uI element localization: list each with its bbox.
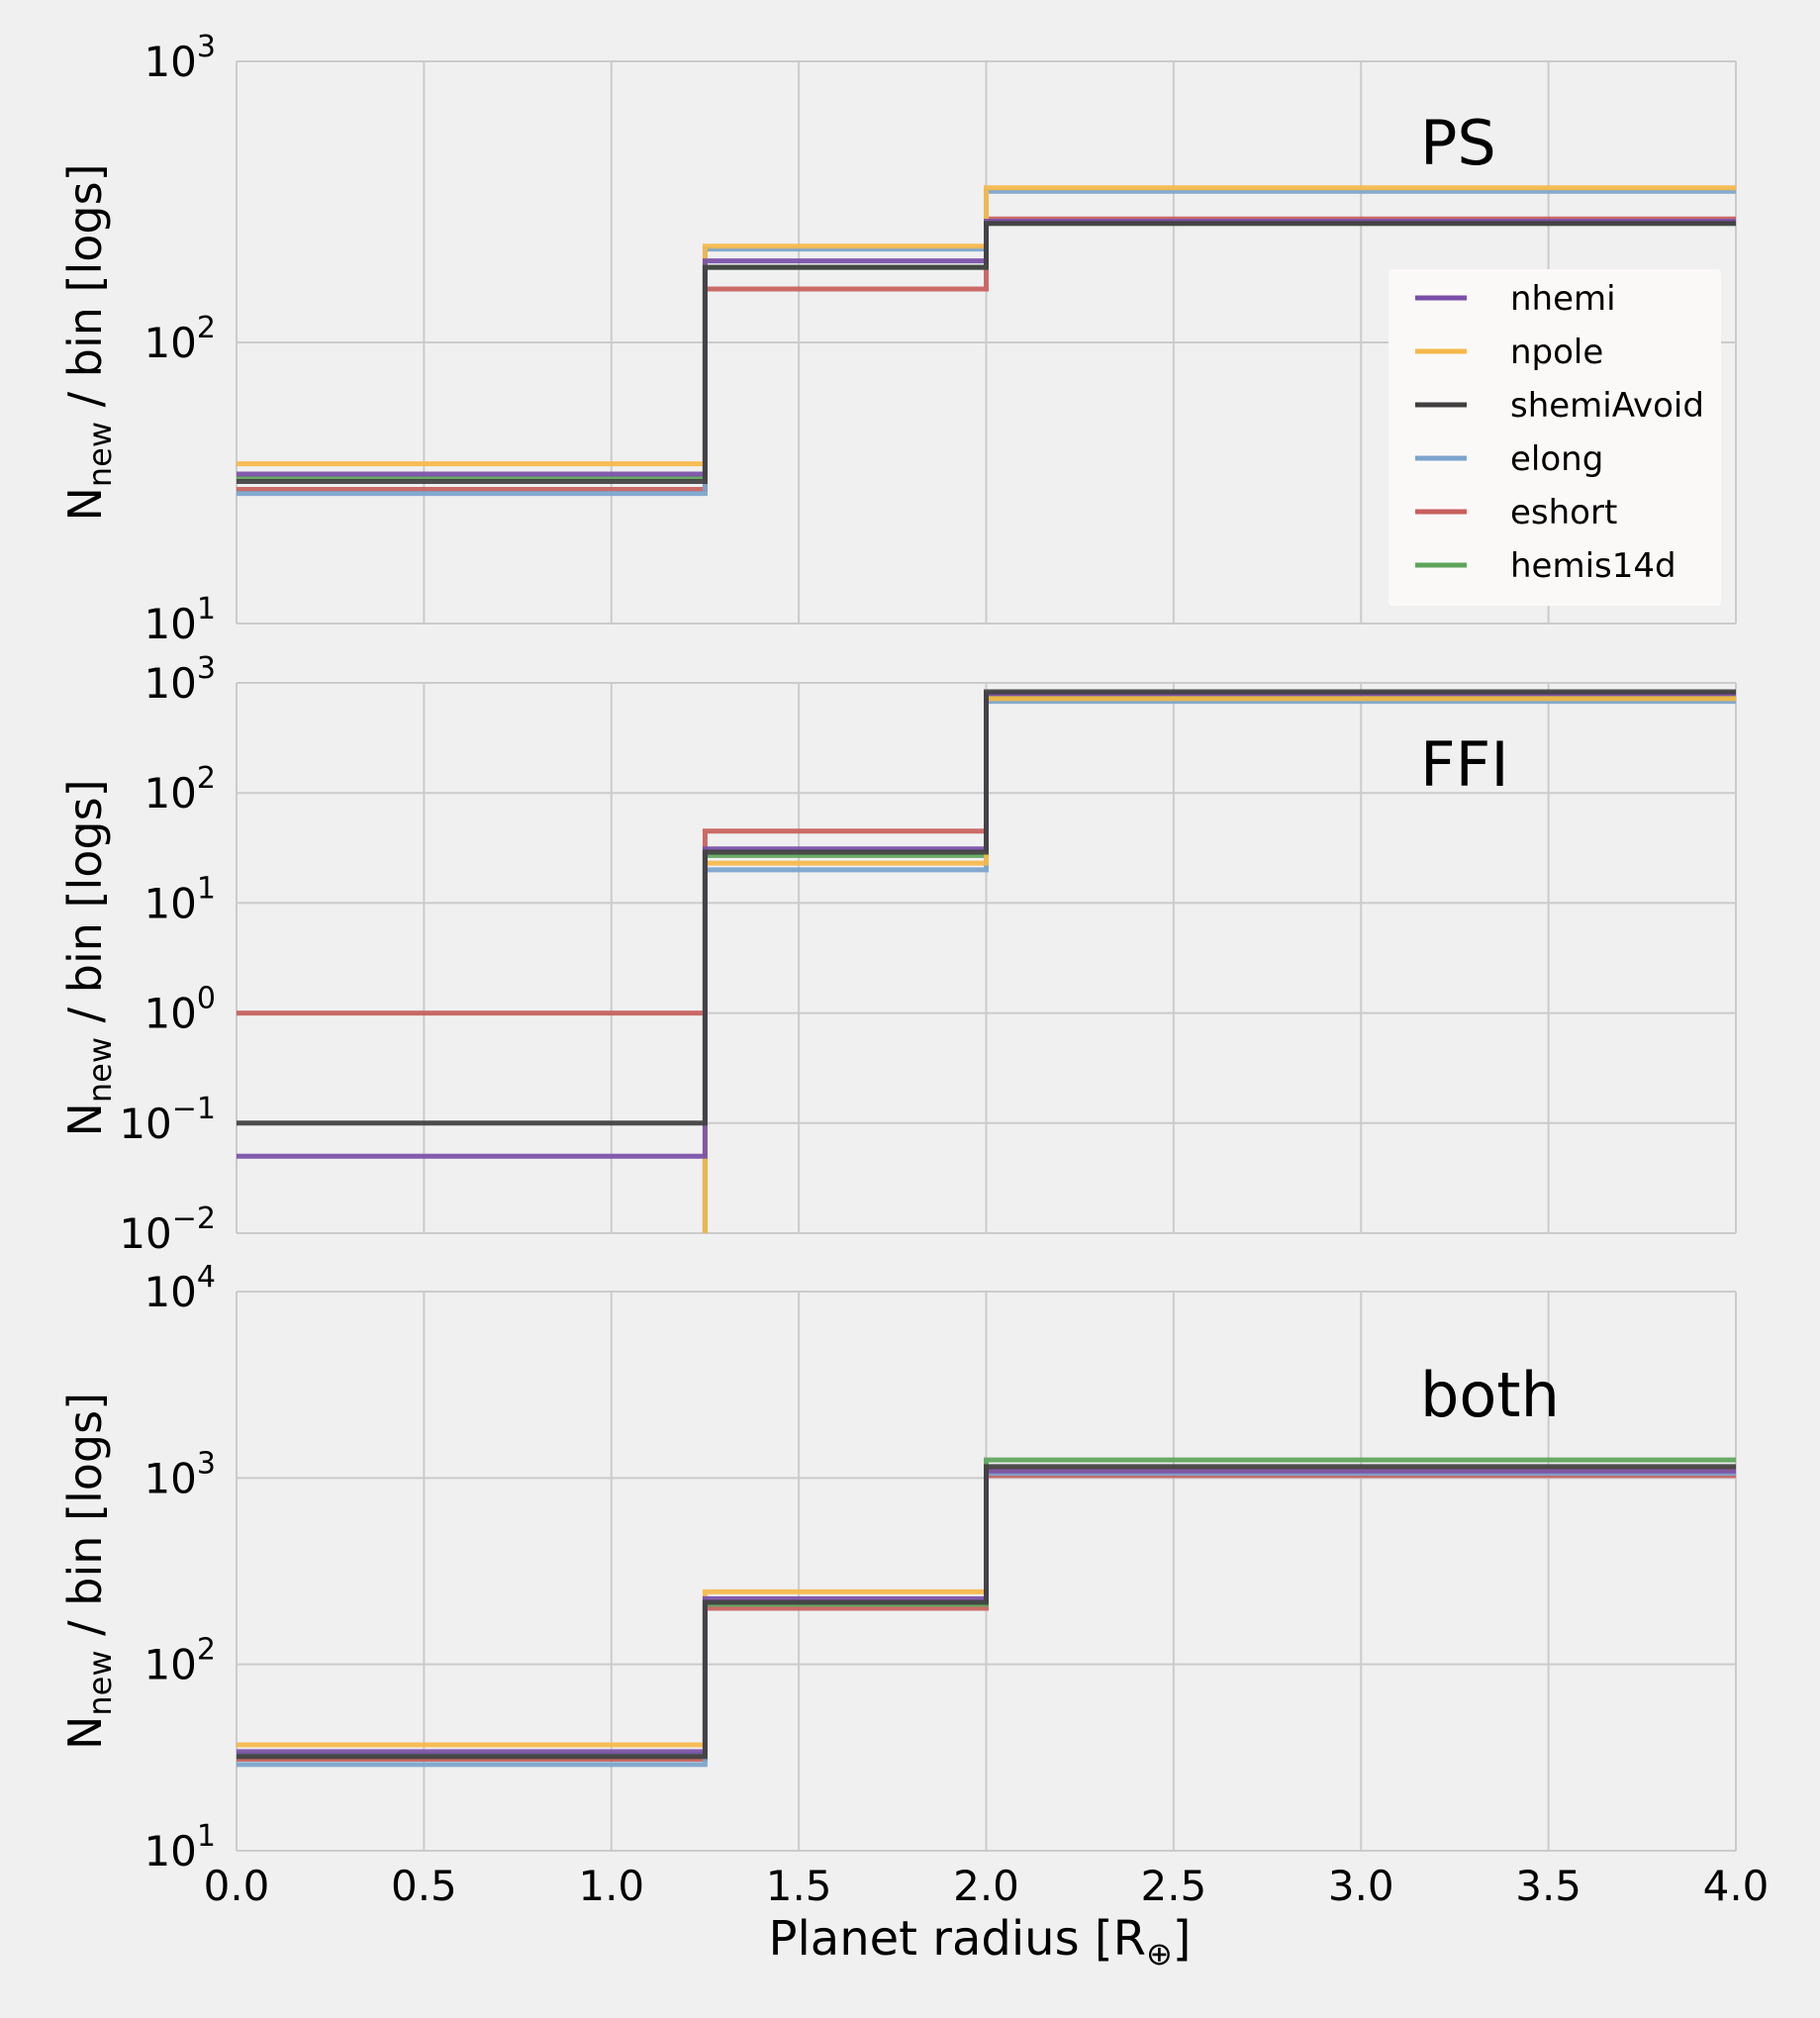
y-tick-label: 101 — [144, 1819, 216, 1875]
y-tick-base: 10 — [144, 38, 196, 86]
panel-title: FFI — [1420, 728, 1509, 801]
y-axis-label-main: N — [58, 487, 112, 521]
y-axis-label-main: N — [58, 1103, 112, 1136]
y-axis-label: Nnew / bin [logs] — [58, 163, 119, 521]
series-line-npole — [237, 185, 1736, 467]
y-tick-exponent: 3 — [197, 651, 216, 686]
y-tick-label: 10−2 — [119, 1201, 216, 1258]
y-tick-base: 10 — [144, 659, 196, 708]
y-axis-label: Nnew / bin [logs] — [58, 1393, 119, 1750]
y-tick-base: 10 — [144, 1454, 196, 1502]
y-tick-exponent: 1 — [197, 1819, 216, 1854]
y-tick-base: 10 — [119, 1100, 171, 1148]
y-tick-exponent: 2 — [197, 1633, 216, 1668]
x-tick-label: 0.5 — [391, 1862, 457, 1910]
legend-frame — [1389, 269, 1721, 606]
y-tick-exponent: 2 — [197, 761, 216, 796]
y-tick-base: 10 — [144, 769, 196, 817]
y-tick-base: 10 — [119, 1209, 171, 1258]
y-tick-label: 103 — [144, 30, 216, 86]
x-tick-label: 1.5 — [766, 1862, 832, 1910]
legend: nhemi npole shemiAvoid elong eshort hemis14d — [1389, 269, 1721, 606]
y-axis-label-rest: / bin [logs] — [58, 1393, 112, 1650]
legend-label-hemis14d: hemis14d — [1510, 546, 1676, 586]
y-tick-exponent: −1 — [172, 1092, 216, 1126]
y-tick-exponent: 2 — [197, 311, 216, 345]
y-tick-label: 101 — [144, 871, 216, 927]
y-tick-label: 101 — [144, 592, 216, 648]
y-tick-base: 10 — [144, 600, 196, 648]
legend-label-npole: npole — [1510, 333, 1603, 372]
x-tick-label: 3.0 — [1328, 1862, 1394, 1910]
legend-label-shemiAvoid: shemiAvoid — [1510, 386, 1704, 426]
y-tick-base: 10 — [144, 1268, 196, 1316]
series-line-shemiAvoid — [237, 689, 1736, 1126]
y-tick-label: 102 — [144, 1633, 216, 1689]
y-tick-label: 104 — [144, 1260, 216, 1316]
series-line-shemiAvoid — [237, 1464, 1736, 1760]
x-tick-label: 4.0 — [1703, 1862, 1770, 1910]
series-line-nhemi — [237, 1468, 1736, 1755]
y-axis-label-subscript: new — [81, 1650, 119, 1715]
legend-label-elong: elong — [1510, 439, 1603, 479]
x-tick-label: 0.0 — [204, 1862, 270, 1910]
panel-title: PS — [1420, 107, 1496, 179]
y-axis-label-subscript: new — [81, 422, 119, 487]
y-tick-label: 10−1 — [119, 1092, 216, 1148]
series-line-shemiAvoid — [237, 221, 1736, 485]
x-tick-label: 3.5 — [1515, 1862, 1581, 1910]
y-tick-exponent: 1 — [197, 871, 216, 906]
y-axis-label: Nnew / bin [logs] — [58, 779, 119, 1136]
y-tick-base: 10 — [144, 879, 196, 927]
x-axis-label-subscript: ⊕ — [1146, 1935, 1173, 1972]
x-tick-label: 2.5 — [1140, 1862, 1206, 1910]
legend-label-eshort: eshort — [1510, 493, 1617, 532]
y-tick-label: 100 — [144, 982, 216, 1038]
y-tick-label: 103 — [144, 651, 216, 708]
x-tick-label: 1.0 — [578, 1862, 644, 1910]
x-axis-label: Planet radius [R⊕] — [769, 1911, 1192, 1972]
x-tick-label: 2.0 — [953, 1862, 1019, 1910]
y-tick-base: 10 — [144, 1827, 196, 1875]
series-line-elong — [237, 188, 1736, 497]
y-tick-exponent: 0 — [197, 982, 216, 1016]
panel-title: both — [1420, 1359, 1560, 1431]
y-tick-label: 102 — [144, 761, 216, 817]
x-axis-label-rest: ] — [1173, 1911, 1192, 1967]
y-tick-label: 102 — [144, 311, 216, 367]
y-axis-label-rest: / bin [logs] — [58, 163, 112, 421]
legend-label-nhemi: nhemi — [1510, 279, 1616, 319]
y-tick-exponent: 1 — [197, 592, 216, 626]
y-axis-label-subscript: new — [81, 1037, 119, 1103]
y-tick-label: 103 — [144, 1446, 216, 1502]
y-axis-label-main: N — [58, 1716, 112, 1750]
y-tick-exponent: 4 — [197, 1260, 216, 1295]
y-tick-base: 10 — [144, 990, 196, 1038]
y-tick-exponent: 3 — [197, 30, 216, 64]
y-tick-exponent: 3 — [197, 1446, 216, 1481]
y-tick-exponent: −2 — [172, 1201, 216, 1236]
y-tick-base: 10 — [144, 1641, 196, 1689]
y-axis-label-rest: / bin [logs] — [58, 779, 112, 1036]
y-tick-base: 10 — [144, 319, 196, 367]
